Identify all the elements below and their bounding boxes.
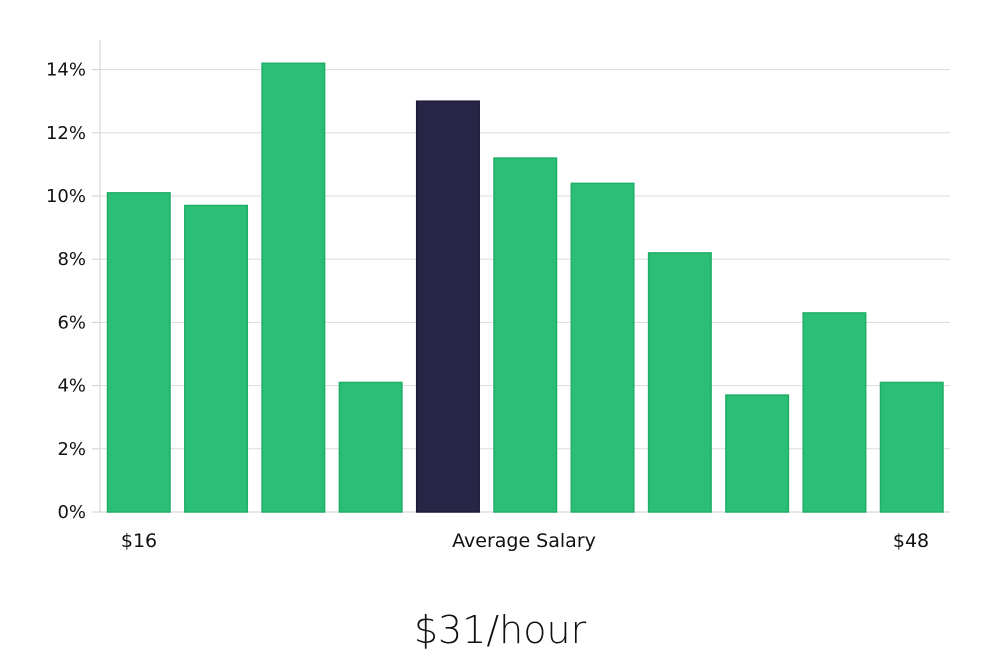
y-tick-label: 6% <box>57 312 86 333</box>
average-salary-headline: $31/hour <box>413 608 587 652</box>
y-tick-label: 4% <box>57 376 86 397</box>
x-label-min: $16 <box>121 530 157 552</box>
y-tick-label: 10% <box>46 186 86 207</box>
bar <box>184 204 249 513</box>
y-tick-label: 14% <box>46 60 86 81</box>
bar <box>570 182 635 513</box>
bar <box>879 381 944 513</box>
x-axis-labels: $16 Average Salary $48 <box>121 530 929 552</box>
bar <box>802 312 867 513</box>
y-tick-label: 8% <box>57 249 86 270</box>
bar <box>493 157 558 513</box>
y-tick-label: 0% <box>57 502 86 523</box>
y-tick-label: 12% <box>46 123 86 144</box>
bars <box>106 62 944 513</box>
salary-histogram: 0% 2% 4% 6% 8% 10% 12% 14% $16 Average Salary $… <box>46 40 950 552</box>
bar <box>647 252 712 513</box>
x-label-center: Average Salary <box>452 530 596 552</box>
x-label-max: $48 <box>893 530 929 552</box>
bar <box>338 381 403 513</box>
bar <box>261 62 326 513</box>
bar <box>725 394 790 513</box>
bar-average-highlight <box>415 100 480 513</box>
y-tick-label: 2% <box>57 439 86 460</box>
bar <box>106 192 171 513</box>
y-tick-labels: 0% 2% 4% 6% 8% 10% 12% 14% <box>46 60 100 523</box>
